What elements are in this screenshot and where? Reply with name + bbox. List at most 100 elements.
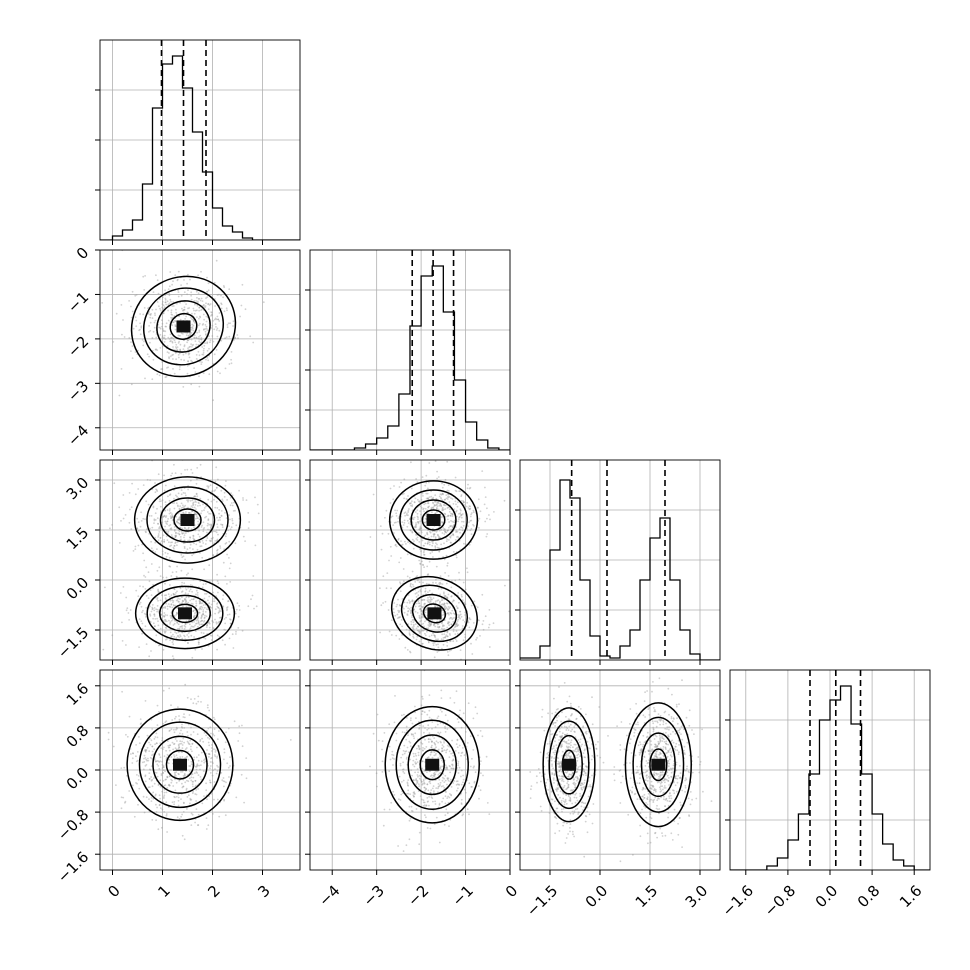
- scatter-point: [196, 746, 198, 749]
- scatter-point: [179, 743, 181, 745]
- scatter-point: [406, 729, 408, 732]
- scatter-point: [228, 557, 230, 559]
- scatter-point: [410, 733, 413, 735]
- scatter-point: [399, 764, 402, 767]
- scatter-point: [134, 545, 137, 548]
- scatter-point: [157, 591, 160, 593]
- scatter-point: [436, 503, 438, 506]
- scatter-point: [218, 312, 221, 314]
- scatter-point: [413, 792, 416, 795]
- scatter-point: [209, 540, 212, 543]
- scatter-point: [205, 334, 207, 336]
- scatter-point: [401, 493, 404, 496]
- scatter-point: [176, 622, 179, 624]
- scatter-point: [432, 496, 434, 499]
- scatter-point: [168, 292, 171, 295]
- scatter-point: [446, 768, 449, 770]
- scatter-point: [446, 562, 449, 564]
- scatter-point: [384, 516, 386, 519]
- scatter-point: [449, 780, 452, 783]
- scatter-point: [409, 758, 411, 761]
- scatter-point: [167, 518, 170, 520]
- scatter-point: [200, 602, 203, 605]
- scatter-point: [463, 501, 465, 504]
- scatter-point: [456, 624, 459, 627]
- scatter-point: [432, 497, 434, 500]
- scatter-point: [166, 345, 169, 347]
- scatter-point: [153, 607, 156, 609]
- scatter-point: [136, 751, 139, 753]
- scatter-point: [202, 530, 205, 533]
- scatter-point: [170, 300, 172, 303]
- scatter-point: [403, 497, 405, 500]
- scatter-point: [150, 765, 153, 767]
- scatter-point: [230, 492, 233, 494]
- scatter-point: [415, 596, 418, 598]
- scatter-point: [415, 779, 417, 781]
- scatter-point: [412, 628, 414, 630]
- scatter-point: [468, 487, 471, 490]
- scatter-point: [459, 649, 462, 651]
- scatter-point: [178, 368, 181, 371]
- scatter-point: [254, 496, 256, 499]
- scatter-point: [188, 714, 191, 716]
- scatter-point: [199, 541, 202, 544]
- scatter-point: [439, 781, 442, 784]
- scatter-point: [184, 622, 187, 625]
- scatter-point: [218, 293, 220, 296]
- scatter-point: [161, 521, 164, 524]
- scatter-point: [403, 772, 406, 775]
- scatter-point: [468, 505, 471, 507]
- scatter-point: [139, 313, 142, 315]
- scatter-point: [115, 784, 117, 786]
- scatter-point: [172, 604, 175, 606]
- scatter-point: [427, 600, 429, 603]
- scatter-point: [422, 780, 425, 782]
- scatter-point: [200, 623, 203, 626]
- scatter-point: [405, 844, 408, 847]
- scatter-point: [158, 305, 160, 308]
- scatter-point: [553, 782, 555, 784]
- scatter-point: [180, 815, 183, 818]
- scatter-point: [154, 551, 157, 553]
- scatter-point: [485, 535, 488, 538]
- scatter-point: [159, 347, 162, 349]
- scatter-point: [426, 492, 429, 495]
- scatter-point: [449, 541, 452, 544]
- scatter-point: [162, 515, 165, 518]
- scatter-point: [574, 786, 577, 789]
- scatter-point: [384, 600, 387, 603]
- scatter-point: [432, 662, 434, 664]
- scatter-point: [151, 745, 154, 748]
- scatter-point: [199, 607, 202, 610]
- scatter-point: [161, 499, 164, 501]
- scatter-point: [139, 585, 141, 587]
- scatter-point: [443, 786, 446, 789]
- scatter-point: [138, 646, 141, 648]
- scatter-point: [154, 794, 157, 797]
- scatter-point: [194, 340, 197, 342]
- scatter-point: [229, 518, 231, 521]
- scatter-point: [192, 702, 195, 705]
- scatter-point: [209, 484, 212, 487]
- scatter-point: [156, 597, 159, 599]
- scatter-point: [428, 462, 431, 464]
- scatter-point: [216, 757, 218, 759]
- scatter-point: [457, 762, 459, 765]
- scatter-point: [405, 738, 408, 741]
- scatter-point: [228, 363, 231, 365]
- scatter-point: [446, 651, 449, 653]
- scatter-point: [421, 643, 424, 645]
- scatter-point: [449, 697, 452, 699]
- scatter-point: [555, 708, 558, 711]
- scatter-point: [191, 499, 194, 502]
- scatter-point: [216, 315, 219, 318]
- scatter-point: [200, 309, 202, 311]
- scatter-point: [559, 766, 562, 769]
- scatter-point: [460, 754, 462, 757]
- scatter-point: [166, 605, 169, 608]
- scatter-point: [132, 784, 134, 787]
- scatter-point: [165, 813, 168, 815]
- scatter-point: [446, 530, 449, 532]
- scatter-point: [406, 525, 409, 528]
